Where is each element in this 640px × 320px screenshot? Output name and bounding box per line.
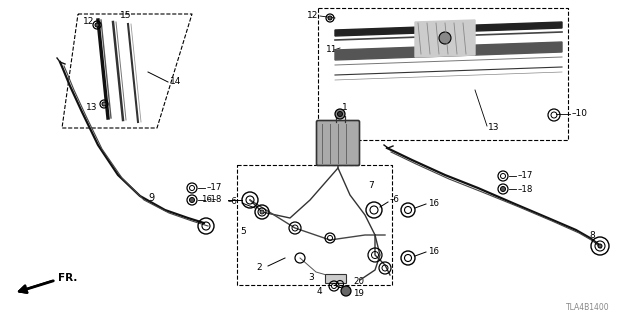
Text: 4: 4	[316, 286, 322, 295]
Text: 7: 7	[368, 180, 374, 189]
Text: 1: 1	[342, 103, 348, 113]
Text: FR.: FR.	[58, 273, 77, 283]
Text: 19: 19	[353, 290, 364, 299]
Text: 11: 11	[326, 45, 337, 54]
Text: 16: 16	[428, 198, 439, 207]
Polygon shape	[415, 20, 475, 57]
Text: –17: –17	[207, 183, 222, 193]
Circle shape	[335, 109, 345, 119]
Text: –6: –6	[390, 196, 400, 204]
Circle shape	[598, 244, 602, 248]
Circle shape	[189, 197, 195, 203]
Text: 15: 15	[120, 12, 131, 20]
Polygon shape	[335, 42, 562, 60]
Text: –17: –17	[518, 172, 533, 180]
Text: TLA4B1400: TLA4B1400	[566, 303, 610, 312]
Circle shape	[341, 286, 351, 296]
Text: 12: 12	[307, 12, 318, 20]
Text: 14: 14	[170, 76, 181, 85]
FancyBboxPatch shape	[317, 121, 360, 165]
Circle shape	[102, 102, 106, 106]
Text: 2: 2	[256, 263, 262, 273]
Text: 9: 9	[148, 193, 154, 203]
Text: 16–: 16–	[200, 196, 216, 204]
Text: 13: 13	[488, 124, 499, 132]
Text: 13: 13	[86, 103, 97, 113]
Text: 12: 12	[83, 18, 94, 27]
Text: 16: 16	[428, 246, 439, 255]
Circle shape	[500, 187, 506, 191]
Circle shape	[439, 32, 451, 44]
Text: 8: 8	[589, 230, 595, 239]
Polygon shape	[335, 22, 562, 36]
Circle shape	[328, 16, 332, 20]
Text: –18: –18	[518, 185, 533, 194]
Circle shape	[95, 23, 99, 27]
Text: –10: –10	[572, 109, 588, 118]
Text: 5: 5	[240, 228, 246, 236]
Text: –18: –18	[207, 196, 222, 204]
Circle shape	[337, 111, 342, 116]
Text: –6: –6	[228, 197, 238, 206]
FancyBboxPatch shape	[326, 275, 346, 284]
Circle shape	[260, 210, 264, 214]
Text: 20: 20	[353, 277, 364, 286]
Text: 3: 3	[308, 274, 314, 283]
